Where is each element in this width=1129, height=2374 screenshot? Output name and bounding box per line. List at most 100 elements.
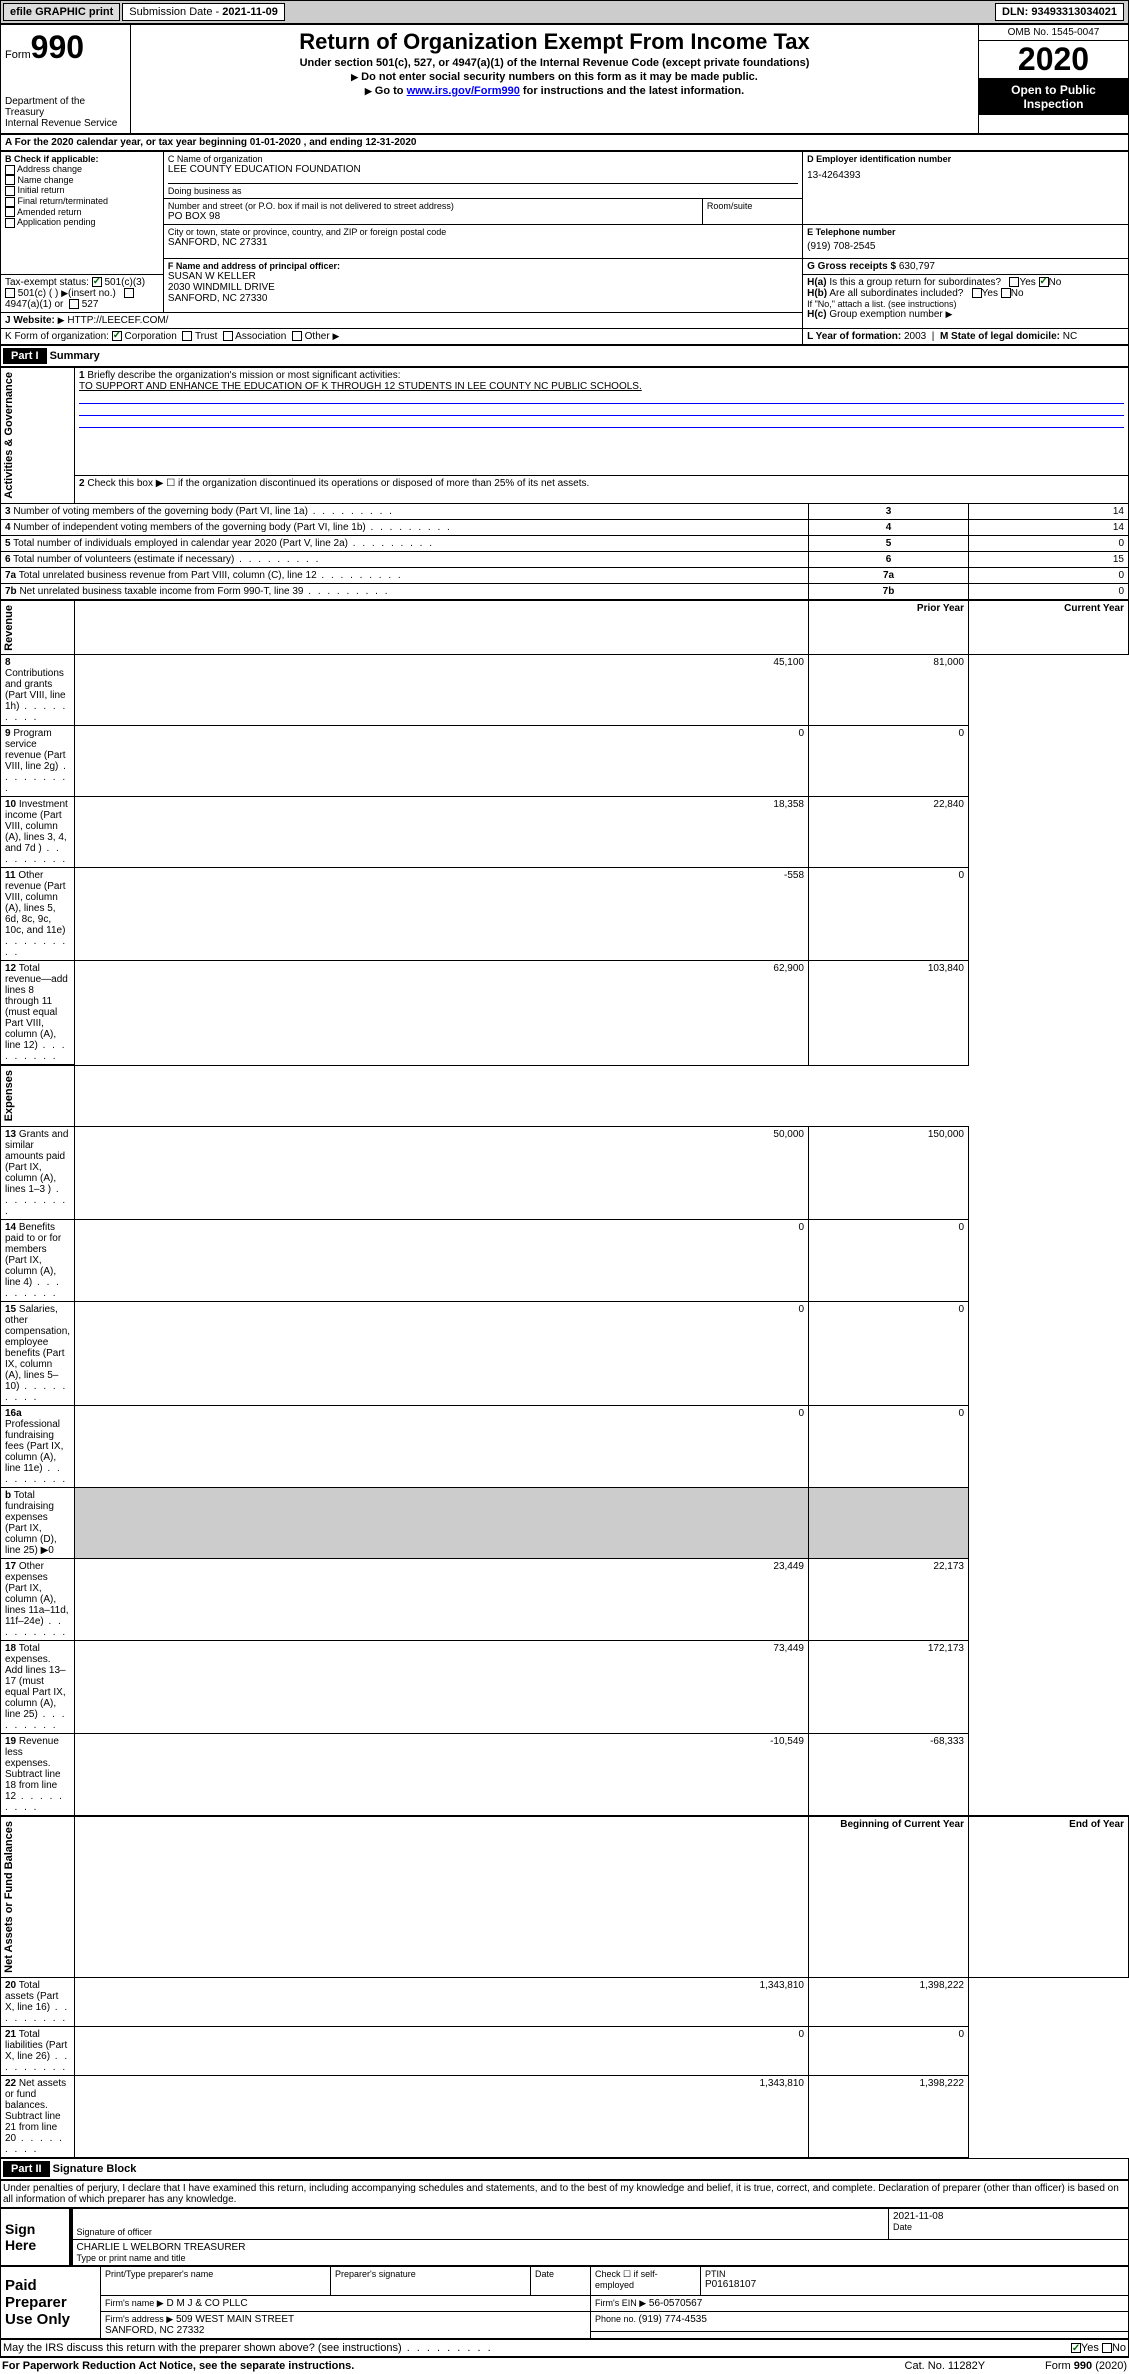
tax-year-range: A For the 2020 calendar year, or tax yea… bbox=[0, 134, 1129, 151]
summary-line: 20 Total assets (Part X, line 16)1,343,8… bbox=[1, 1977, 1129, 2026]
self-employed-check[interactable]: Check ☐ if self-employed bbox=[595, 2269, 696, 2290]
box-b-item[interactable]: Name change bbox=[5, 175, 159, 186]
box-b-item[interactable]: Final return/terminated bbox=[5, 196, 159, 207]
preparer-sig-label: Preparer's signature bbox=[335, 2269, 526, 2279]
box-b-header: B Check if applicable: bbox=[5, 154, 159, 164]
checkbox-corp[interactable] bbox=[112, 331, 122, 341]
checkbox-501c[interactable] bbox=[5, 288, 15, 298]
summary-line: 7b Net unrelated business taxable income… bbox=[1, 583, 1129, 600]
paid-preparer-label: Paid Preparer Use Only bbox=[1, 2266, 101, 2338]
efile-print-button[interactable]: efile GRAPHIC print bbox=[3, 3, 120, 21]
box-i-row: Tax-exempt status: 501(c)(3) 501(c) ( ) … bbox=[5, 277, 159, 310]
checkbox-irs-yes[interactable] bbox=[1071, 2343, 1081, 2353]
website-value[interactable]: HTTP://LEECEF.COM/ bbox=[67, 315, 168, 326]
col-prior-year: Prior Year bbox=[917, 603, 964, 614]
officer-name: SUSAN W KELLER bbox=[168, 271, 798, 282]
ptin-label: PTIN bbox=[705, 2269, 1124, 2279]
checkbox-hb-yes[interactable] bbox=[972, 288, 982, 298]
box-e-label: E Telephone number bbox=[807, 227, 1124, 237]
checkbox-irs-no[interactable] bbox=[1102, 2343, 1112, 2353]
city-label: City or town, state or province, country… bbox=[168, 227, 798, 237]
q2-text: Check this box ▶ ☐ if the organization d… bbox=[87, 478, 589, 489]
part1-table: Activities & Governance 1 Briefly descri… bbox=[0, 367, 1129, 2158]
box-b-item[interactable]: Initial return bbox=[5, 185, 159, 196]
summary-line: 18 Total expenses. Add lines 13–17 (must… bbox=[1, 1640, 1129, 1733]
summary-line: 5 Total number of individuals employed i… bbox=[1, 535, 1129, 551]
col-end-year: End of Year bbox=[1069, 1819, 1124, 1830]
checkbox-501c3[interactable] bbox=[92, 277, 102, 287]
dln: DLN: 93493313034021 bbox=[995, 3, 1124, 21]
phone-label: Phone no. bbox=[595, 2314, 639, 2324]
form-subtitle-1: Under section 501(c), 527, or 4947(a)(1)… bbox=[135, 57, 974, 69]
form-footer: Form 990 (2020) bbox=[1045, 2360, 1127, 2372]
form-header: Form990 Department of the Treasury Inter… bbox=[0, 24, 1129, 134]
box-h-note: If "No," attach a list. (see instruction… bbox=[807, 299, 1124, 309]
box-b-item[interactable]: Amended return bbox=[5, 207, 159, 218]
firm-name-value: D M J & CO PLLC bbox=[166, 2298, 247, 2309]
sign-here-label: Sign Here bbox=[1, 2208, 71, 2265]
tax-year: 2020 bbox=[979, 41, 1128, 79]
gross-receipts-value: 630,797 bbox=[899, 261, 935, 272]
checkbox-ha-no[interactable] bbox=[1039, 277, 1049, 287]
checkbox-527[interactable] bbox=[69, 299, 79, 309]
summary-line: 17 Other expenses (Part IX, column (A), … bbox=[1, 1558, 1129, 1640]
box-f-label: F Name and address of principal officer: bbox=[168, 261, 798, 271]
form-number: 990 bbox=[31, 29, 84, 65]
type-name-label: Type or print name and title bbox=[77, 2253, 1125, 2263]
col-current-year: Current Year bbox=[1064, 603, 1124, 614]
open-to-public-badge: Open to Public Inspection bbox=[979, 79, 1128, 115]
summary-line: 9 Program service revenue (Part VIII, li… bbox=[1, 726, 1129, 797]
summary-line: 6 Total number of volunteers (estimate i… bbox=[1, 551, 1129, 567]
checkbox-trust[interactable] bbox=[182, 331, 192, 341]
telephone-value: (919) 708-2545 bbox=[807, 241, 1124, 252]
ein-value: 13-4264393 bbox=[807, 170, 1124, 181]
box-k-label: K Form of organization: bbox=[5, 331, 109, 342]
box-j-label: Website: bbox=[13, 315, 55, 326]
summary-line: 3 Number of voting members of the govern… bbox=[1, 503, 1129, 519]
form-instructions-link[interactable]: Go to www.irs.gov/Form990 for instructio… bbox=[135, 85, 974, 97]
footer-row: For Paperwork Reduction Act Notice, see … bbox=[0, 2357, 1129, 2374]
signature-of-officer-label: Signature of officer bbox=[77, 2227, 885, 2237]
form-subtitle-2: Do not enter social security numbers on … bbox=[135, 71, 974, 83]
officer-name-title: CHARLIE L WELBORN TREASURER bbox=[77, 2242, 1125, 2253]
firm-ein-value: 56-0570567 bbox=[649, 2298, 702, 2309]
city-value: SANFORD, NC 27331 bbox=[168, 237, 798, 248]
q1-answer: TO SUPPORT AND ENHANCE THE EDUCATION OF … bbox=[79, 381, 642, 392]
catalog-number: Cat. No. 11282Y bbox=[905, 2360, 986, 2372]
box-h-a: H(a) Is this a group return for subordin… bbox=[807, 277, 1124, 288]
summary-line: 14 Benefits paid to or for members (Part… bbox=[1, 1219, 1129, 1301]
firm-ein-label: Firm's EIN ▶ bbox=[595, 2298, 646, 2308]
summary-line: b Total fundraising expenses (Part IX, c… bbox=[1, 1487, 1129, 1558]
checkbox-other[interactable] bbox=[292, 331, 302, 341]
box-b-item[interactable]: Address change bbox=[5, 164, 159, 175]
summary-line: 22 Net assets or fund balances. Subtract… bbox=[1, 2075, 1129, 2157]
side-label-rev: Revenue bbox=[1, 601, 17, 655]
box-b-item[interactable]: Application pending bbox=[5, 217, 159, 228]
identification-section: B Check if applicable: Address change Na… bbox=[0, 151, 1129, 345]
form-label: Form bbox=[5, 49, 31, 61]
box-m: M State of legal domicile: NC bbox=[940, 331, 1077, 342]
organization-name: LEE COUNTY EDUCATION FOUNDATION bbox=[168, 164, 798, 175]
signature-date-value: 2021-11-08 bbox=[893, 2211, 1124, 2222]
side-label-exp: Expenses bbox=[1, 1066, 17, 1125]
top-bar: efile GRAPHIC print Submission Date - 20… bbox=[0, 0, 1129, 24]
part1-header: Part I Summary bbox=[0, 345, 1129, 367]
pra-notice: For Paperwork Reduction Act Notice, see … bbox=[2, 2360, 354, 2372]
summary-line: 21 Total liabilities (Part X, line 26)00 bbox=[1, 2026, 1129, 2075]
checkbox-assoc[interactable] bbox=[223, 331, 233, 341]
summary-line: 10 Investment income (Part VIII, column … bbox=[1, 797, 1129, 868]
omb-number: OMB No. 1545-0047 bbox=[979, 25, 1128, 41]
checkbox-4947[interactable] bbox=[124, 288, 134, 298]
checkbox-hb-no[interactable] bbox=[1001, 288, 1011, 298]
date-label: Date bbox=[893, 2222, 1124, 2232]
summary-line: 8 Contributions and grants (Part VIII, l… bbox=[1, 655, 1129, 726]
signature-table: Sign Here Signature of officer 2021-11-0… bbox=[0, 2208, 1129, 2266]
checkbox-ha-yes[interactable] bbox=[1009, 277, 1019, 287]
address-value: PO BOX 98 bbox=[168, 211, 698, 222]
department-label: Department of the Treasury Internal Reve… bbox=[5, 96, 126, 129]
firm-name-label: Firm's name ▶ bbox=[105, 2298, 164, 2308]
firm-addr-label: Firm's address ▶ bbox=[105, 2314, 173, 2324]
ptin-value: P01618107 bbox=[705, 2279, 1124, 2290]
box-c-label: C Name of organization bbox=[168, 154, 798, 164]
firm-addr-value: 509 WEST MAIN STREET bbox=[176, 2314, 294, 2325]
